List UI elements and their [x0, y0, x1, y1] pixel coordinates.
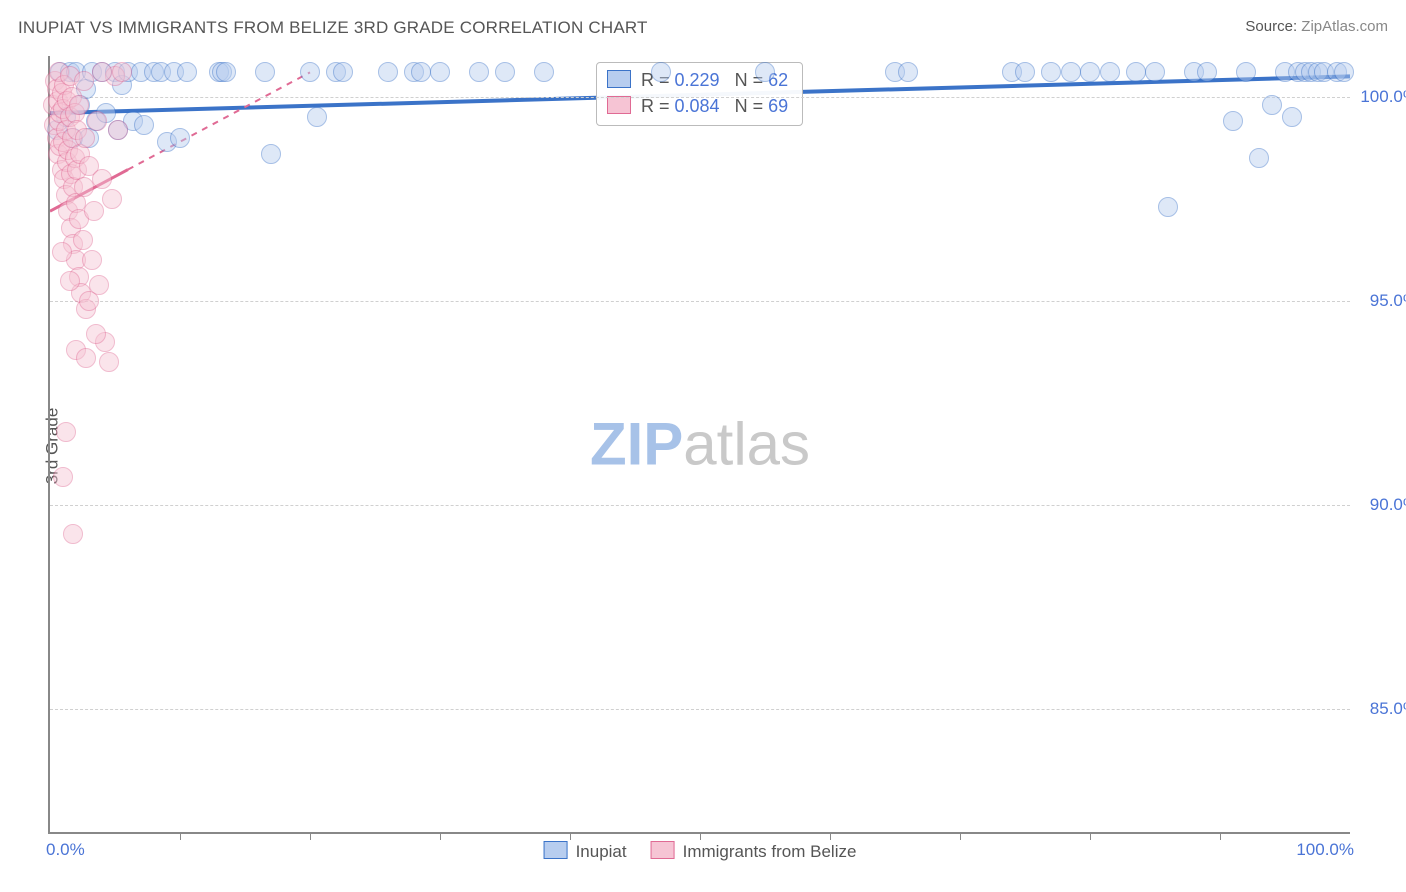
data-point: [75, 128, 95, 148]
corr-n-value: 69: [768, 96, 788, 116]
data-point: [76, 348, 96, 368]
data-point: [52, 242, 72, 262]
legend-label: Inupiat: [576, 842, 627, 861]
data-point: [1223, 111, 1243, 131]
data-point: [99, 352, 119, 372]
watermark-atlas: atlas: [683, 411, 810, 478]
data-point: [1262, 95, 1282, 115]
legend-label: Immigrants from Belize: [683, 842, 857, 861]
gridline: [50, 97, 1350, 98]
plot-area: ZIPatlas R = 0.229 N = 62R = 0.084 N = 6…: [48, 56, 1350, 834]
data-point: [534, 62, 554, 82]
data-point: [755, 62, 775, 82]
data-point: [177, 62, 197, 82]
data-point: [1015, 62, 1035, 82]
data-point: [60, 271, 80, 291]
data-point: [1126, 62, 1146, 82]
legend-item: Inupiat: [544, 841, 627, 862]
gridline: [50, 709, 1350, 710]
data-point: [87, 111, 107, 131]
data-point: [112, 62, 132, 82]
data-point: [74, 71, 94, 91]
source-label: Source:: [1245, 18, 1301, 35]
y-tick-label: 85.0%: [1358, 699, 1406, 719]
y-tick-label: 100.0%: [1358, 87, 1406, 107]
data-point: [261, 144, 281, 164]
x-tick: [700, 832, 701, 840]
corr-swatch: [607, 96, 631, 114]
corr-n-label: N =: [735, 96, 769, 116]
gridline: [50, 301, 1350, 302]
corr-swatch: [607, 70, 631, 88]
data-point: [430, 62, 450, 82]
data-point: [1145, 62, 1165, 82]
data-point: [102, 189, 122, 209]
trend-lines: [50, 56, 1350, 832]
x-tick: [310, 832, 311, 840]
y-tick-label: 95.0%: [1358, 291, 1406, 311]
data-point: [84, 201, 104, 221]
data-point: [1080, 62, 1100, 82]
x-tick: [180, 832, 181, 840]
chart-title: INUPIAT VS IMMIGRANTS FROM BELIZE 3RD GR…: [18, 18, 648, 38]
data-point: [92, 169, 112, 189]
corr-r-value: 0.229: [675, 70, 720, 90]
data-point: [1158, 197, 1178, 217]
data-point: [255, 62, 275, 82]
data-point: [1282, 107, 1302, 127]
data-point: [73, 230, 93, 250]
data-point: [86, 324, 106, 344]
data-point: [92, 62, 112, 82]
data-point: [1249, 148, 1269, 168]
trend-line-dashed: [128, 72, 310, 169]
watermark: ZIPatlas: [590, 410, 810, 479]
legend-swatch: [651, 841, 675, 859]
data-point: [495, 62, 515, 82]
data-point: [378, 62, 398, 82]
watermark-zip: ZIP: [590, 411, 683, 478]
source-link[interactable]: ZipAtlas.com: [1301, 18, 1388, 35]
data-point: [1197, 62, 1217, 82]
data-point: [898, 62, 918, 82]
data-point: [469, 62, 489, 82]
data-point: [216, 62, 236, 82]
data-point: [56, 422, 76, 442]
x-tick: [570, 832, 571, 840]
data-point: [82, 250, 102, 270]
legend-swatch: [544, 841, 568, 859]
legend-item: Immigrants from Belize: [651, 841, 857, 862]
data-point: [79, 291, 99, 311]
x-tick: [830, 832, 831, 840]
data-point: [651, 62, 671, 82]
data-point: [74, 177, 94, 197]
data-point: [134, 115, 154, 135]
data-point: [1236, 62, 1256, 82]
corr-r-value: 0.084: [675, 96, 720, 116]
data-point: [69, 95, 89, 115]
data-point: [108, 120, 128, 140]
data-point: [63, 524, 83, 544]
data-point: [1334, 62, 1354, 82]
data-point: [333, 62, 353, 82]
data-point: [1100, 62, 1120, 82]
x-tick: [440, 832, 441, 840]
data-point: [300, 62, 320, 82]
x-axis-min: 0.0%: [46, 840, 85, 860]
x-axis-max: 100.0%: [1296, 840, 1354, 860]
chart-source: Source: ZipAtlas.com: [1245, 18, 1388, 35]
data-point: [170, 128, 190, 148]
data-point: [53, 467, 73, 487]
gridline: [50, 505, 1350, 506]
x-tick: [1090, 832, 1091, 840]
data-point: [1061, 62, 1081, 82]
data-point: [307, 107, 327, 127]
corr-r-label: R =: [641, 96, 675, 116]
data-point: [1041, 62, 1061, 82]
legend-bottom: Inupiat Immigrants from Belize: [544, 841, 857, 862]
x-tick: [1220, 832, 1221, 840]
y-tick-label: 90.0%: [1358, 495, 1406, 515]
x-tick: [960, 832, 961, 840]
data-point: [411, 62, 431, 82]
